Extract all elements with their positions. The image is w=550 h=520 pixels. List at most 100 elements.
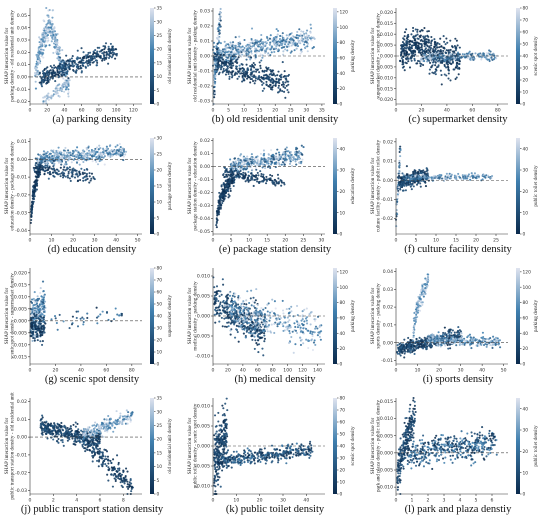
data-point <box>41 280 45 283</box>
data-point <box>49 76 52 79</box>
data-point <box>42 79 45 82</box>
data-point <box>42 75 45 78</box>
data-point <box>69 64 72 67</box>
data-point <box>254 167 257 170</box>
colorbar-tick-label: 40 <box>523 54 529 60</box>
y-tick-label: 0.005 <box>380 43 393 49</box>
data-point <box>412 29 415 33</box>
data-point <box>225 51 228 54</box>
x-tick-label: 5 <box>227 108 230 114</box>
data-point <box>76 175 79 178</box>
y-tick-label: 0.010 <box>380 32 393 38</box>
data-point <box>265 66 268 69</box>
data-point <box>249 73 252 76</box>
data-point <box>430 44 433 47</box>
data-point <box>40 83 43 86</box>
data-point <box>44 72 47 75</box>
data-point <box>62 86 65 89</box>
data-point <box>412 52 415 55</box>
x-tick-label: 10 <box>49 238 55 244</box>
data-point <box>57 146 60 149</box>
data-point <box>53 64 56 67</box>
data-point <box>228 75 231 78</box>
data-point <box>48 9 51 12</box>
data-point <box>238 35 241 38</box>
data-point <box>218 13 221 16</box>
data-point <box>425 56 428 59</box>
data-point <box>229 63 233 66</box>
data-point <box>219 7 222 11</box>
data-point <box>44 32 48 35</box>
data-point <box>65 151 68 154</box>
data-point <box>413 59 416 62</box>
data-point <box>262 77 266 80</box>
panel-g: 0 20 40 60 80-0.015-0.010-0.0050.0000.0050.0… <box>3 266 173 385</box>
data-point <box>89 179 92 182</box>
data-point <box>42 165 45 168</box>
data-point <box>483 56 486 59</box>
y-axis-label: SHAP interaction value forculture facili… <box>369 139 382 232</box>
data-point <box>89 151 92 154</box>
data-point <box>236 77 239 80</box>
colorbar <box>516 8 520 104</box>
data-point <box>439 50 442 53</box>
x-tick-label: 20 <box>473 238 479 244</box>
data-point <box>253 175 256 178</box>
data-point <box>275 80 278 83</box>
data-point <box>68 63 71 66</box>
x-tick-label: 5 <box>415 238 418 244</box>
data-point <box>262 164 265 167</box>
data-point <box>416 28 419 31</box>
data-point <box>51 71 54 74</box>
data-point <box>30 205 33 208</box>
colorbar-tick-label: 0 <box>523 102 526 108</box>
data-point <box>418 168 421 171</box>
data-point <box>301 40 304 43</box>
data-point <box>230 76 234 79</box>
data-point <box>288 41 291 44</box>
data-point <box>259 44 262 47</box>
data-point <box>73 64 76 67</box>
panel-caption: (c) supermarket density <box>408 114 508 125</box>
data-point <box>98 160 101 163</box>
data-point <box>230 73 233 76</box>
data-point <box>461 53 464 56</box>
data-point <box>222 53 225 56</box>
data-point <box>227 59 230 62</box>
data-point <box>63 166 66 169</box>
colorbar-tick-label: 30 <box>523 66 529 72</box>
data-point <box>405 58 408 61</box>
data-point <box>103 58 106 61</box>
data-point <box>263 69 266 72</box>
data-point <box>263 87 266 90</box>
data-point <box>402 42 406 45</box>
data-point <box>234 36 237 39</box>
data-point <box>439 60 442 63</box>
data-point <box>49 30 52 33</box>
colorbar-tick-label: 40 <box>340 71 346 77</box>
data-point <box>398 170 401 173</box>
y-axis-label-line: supermarket density - scenic spot densit… <box>376 13 382 99</box>
data-point <box>212 45 216 48</box>
data-point <box>272 73 275 76</box>
data-point <box>248 51 251 54</box>
data-point <box>272 48 275 51</box>
data-point <box>448 51 451 54</box>
data-point <box>459 56 462 59</box>
colorbar-tick-label: 20 <box>523 189 529 195</box>
data-point <box>305 41 308 44</box>
data-point <box>64 88 67 91</box>
data-point <box>402 175 405 178</box>
data-point <box>473 174 476 177</box>
data-point <box>53 74 56 77</box>
data-point <box>491 58 494 62</box>
data-point <box>449 57 452 60</box>
data-point <box>289 160 292 163</box>
data-point <box>57 170 60 173</box>
data-point <box>217 204 220 207</box>
data-point <box>50 20 53 23</box>
data-point <box>442 35 445 38</box>
data-point <box>283 158 286 161</box>
data-point <box>268 157 271 160</box>
data-point <box>280 184 283 187</box>
